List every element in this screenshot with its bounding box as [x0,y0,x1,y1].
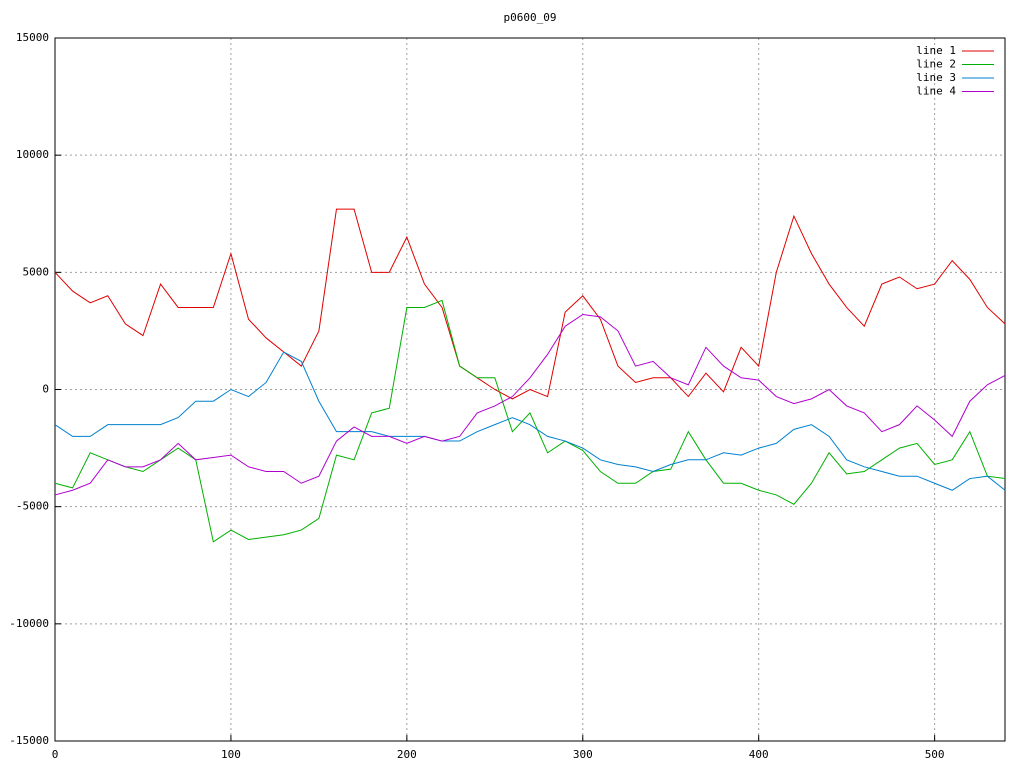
data-line [54,351,1006,491]
x-tick-label: 400 [749,748,769,761]
y-tick-label: 0 [42,383,49,396]
x-tick-label: 200 [397,748,417,761]
legend-label: line 4 [916,85,956,98]
legend-label: line 1 [916,44,956,57]
y-tick-label: 15000 [16,31,49,44]
y-tick-label: 10000 [16,148,49,161]
y-tick-label: 5000 [23,265,50,278]
chart-title: p0600_09 [504,11,557,24]
y-tick-label: -5000 [16,500,49,513]
data-line [54,299,1006,543]
data-line [54,208,1006,400]
y-tick-label: -15000 [9,734,49,747]
legend-label: line 3 [916,71,956,84]
legend-label: line 2 [916,58,956,71]
plot-frame [54,37,1006,742]
data-line [54,313,1006,496]
y-tick-label: -10000 [9,617,49,630]
x-tick-label: 100 [221,748,241,761]
x-tick-label: 0 [52,748,59,761]
x-tick-label: 300 [573,748,593,761]
x-tick-label: 500 [925,748,945,761]
